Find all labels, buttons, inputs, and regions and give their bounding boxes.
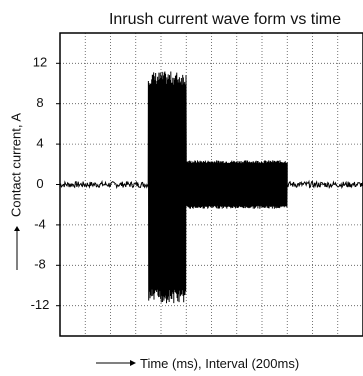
y-tick-label: -8 — [34, 257, 46, 272]
y-tick-label: 8 — [36, 95, 43, 110]
chart-title: Inrush current wave form vs time — [109, 11, 341, 28]
y-axis-label-group: Contact current, A — [8, 113, 23, 270]
waveform — [59, 71, 363, 304]
y-tick-label: 0 — [36, 176, 43, 191]
x-axis-arrowhead — [130, 360, 136, 366]
y-tick-label: 4 — [36, 136, 43, 151]
y-axis-label: Contact current, A — [8, 113, 23, 217]
x-axis-label: Time (ms), Interval (200ms) — [140, 356, 299, 371]
y-axis-arrowhead — [14, 226, 20, 231]
y-axis-ticks: 12 8 4 0 -4 -8 -12 — [31, 55, 60, 312]
y-tick-label: 12 — [33, 55, 47, 70]
x-axis-label-group: Time (ms), Interval (200ms) — [96, 356, 299, 371]
waveform-trace — [59, 71, 363, 304]
y-tick-label: -4 — [34, 216, 46, 231]
y-tick-label: -12 — [31, 297, 50, 312]
